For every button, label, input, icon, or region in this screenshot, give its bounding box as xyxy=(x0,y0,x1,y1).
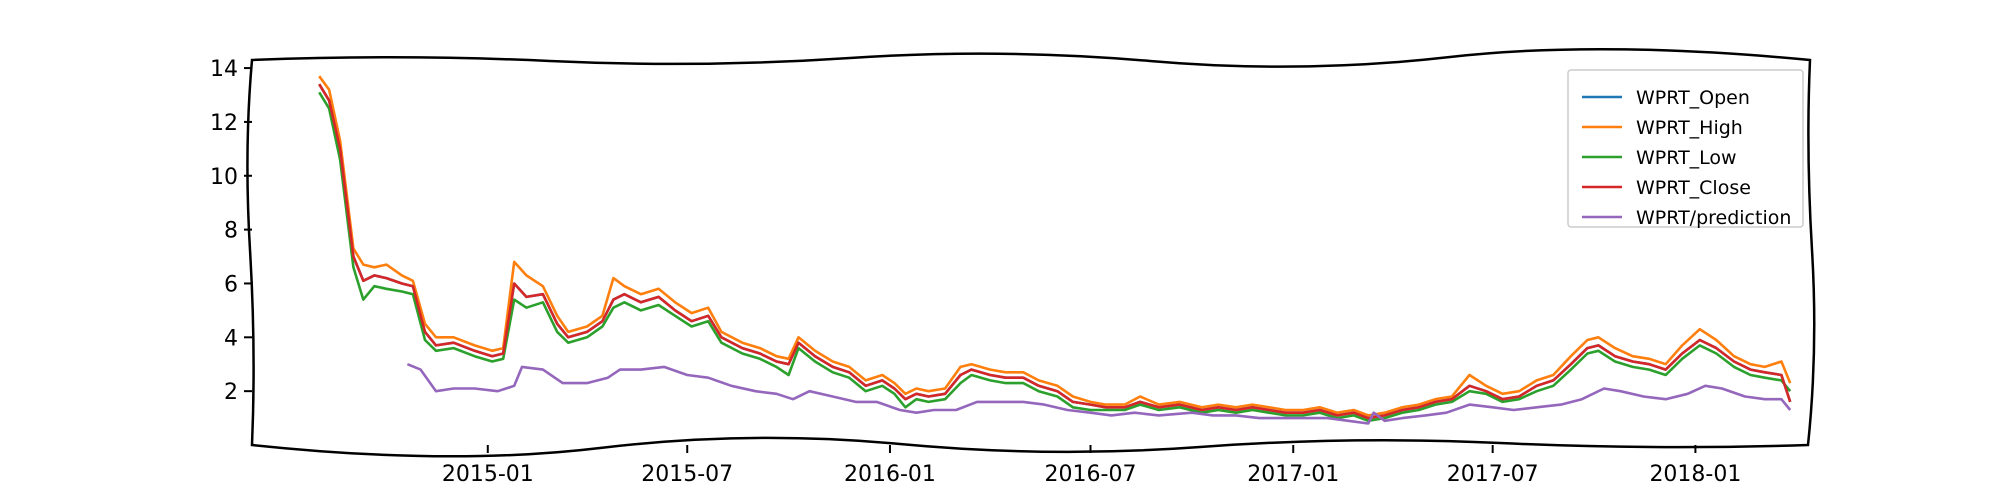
y-tick-label: 10 xyxy=(210,165,238,190)
legend-label-wprt-prediction: WPRT/prediction xyxy=(1636,207,1791,229)
legend: WPRT_Open WPRT_High WPRT_Low WPRT_Close WPRT… xyxy=(1567,69,1804,229)
x-tick-label: 2017-07 xyxy=(1447,462,1539,487)
legend-label-wprt-low: WPRT_Low xyxy=(1636,147,1737,169)
legend-box xyxy=(1567,69,1804,228)
x-tick-label: 2017-01 xyxy=(1247,462,1339,487)
x-tick-label: 2015-07 xyxy=(641,462,733,487)
x-tick-label: 2018-01 xyxy=(1649,462,1741,487)
series-line-wprt-high xyxy=(318,75,1792,417)
x-tick-label: 2015-01 xyxy=(442,462,534,487)
plot-frame xyxy=(246,47,1816,458)
legend-label-wprt-high: WPRT_High xyxy=(1636,117,1743,139)
y-tick-label: 8 xyxy=(224,219,238,244)
series-line-wprt-low xyxy=(318,91,1792,423)
series-layer xyxy=(318,75,1792,425)
y-tick-label: 2 xyxy=(224,380,238,405)
y-tick-label: 6 xyxy=(224,272,238,297)
series-line-wprt-close xyxy=(318,83,1792,420)
legend-label-wprt-open: WPRT_Open xyxy=(1636,87,1750,109)
y-tick-label: 12 xyxy=(210,111,238,136)
legend-label-wprt-close: WPRT_Close xyxy=(1636,177,1751,199)
y-tick-label: 4 xyxy=(224,326,238,351)
y-tick-label: 14 xyxy=(210,57,238,82)
x-axis: 2015-01 2015-07 2016-01 2016-07 2017-01 2017-… xyxy=(442,445,1741,487)
x-tick-label: 2016-01 xyxy=(844,462,936,487)
x-tick-label: 2016-07 xyxy=(1045,462,1137,487)
series-line-wprt-prediction xyxy=(406,362,1792,425)
y-axis: 2 4 6 8 10 12 14 xyxy=(210,57,252,405)
